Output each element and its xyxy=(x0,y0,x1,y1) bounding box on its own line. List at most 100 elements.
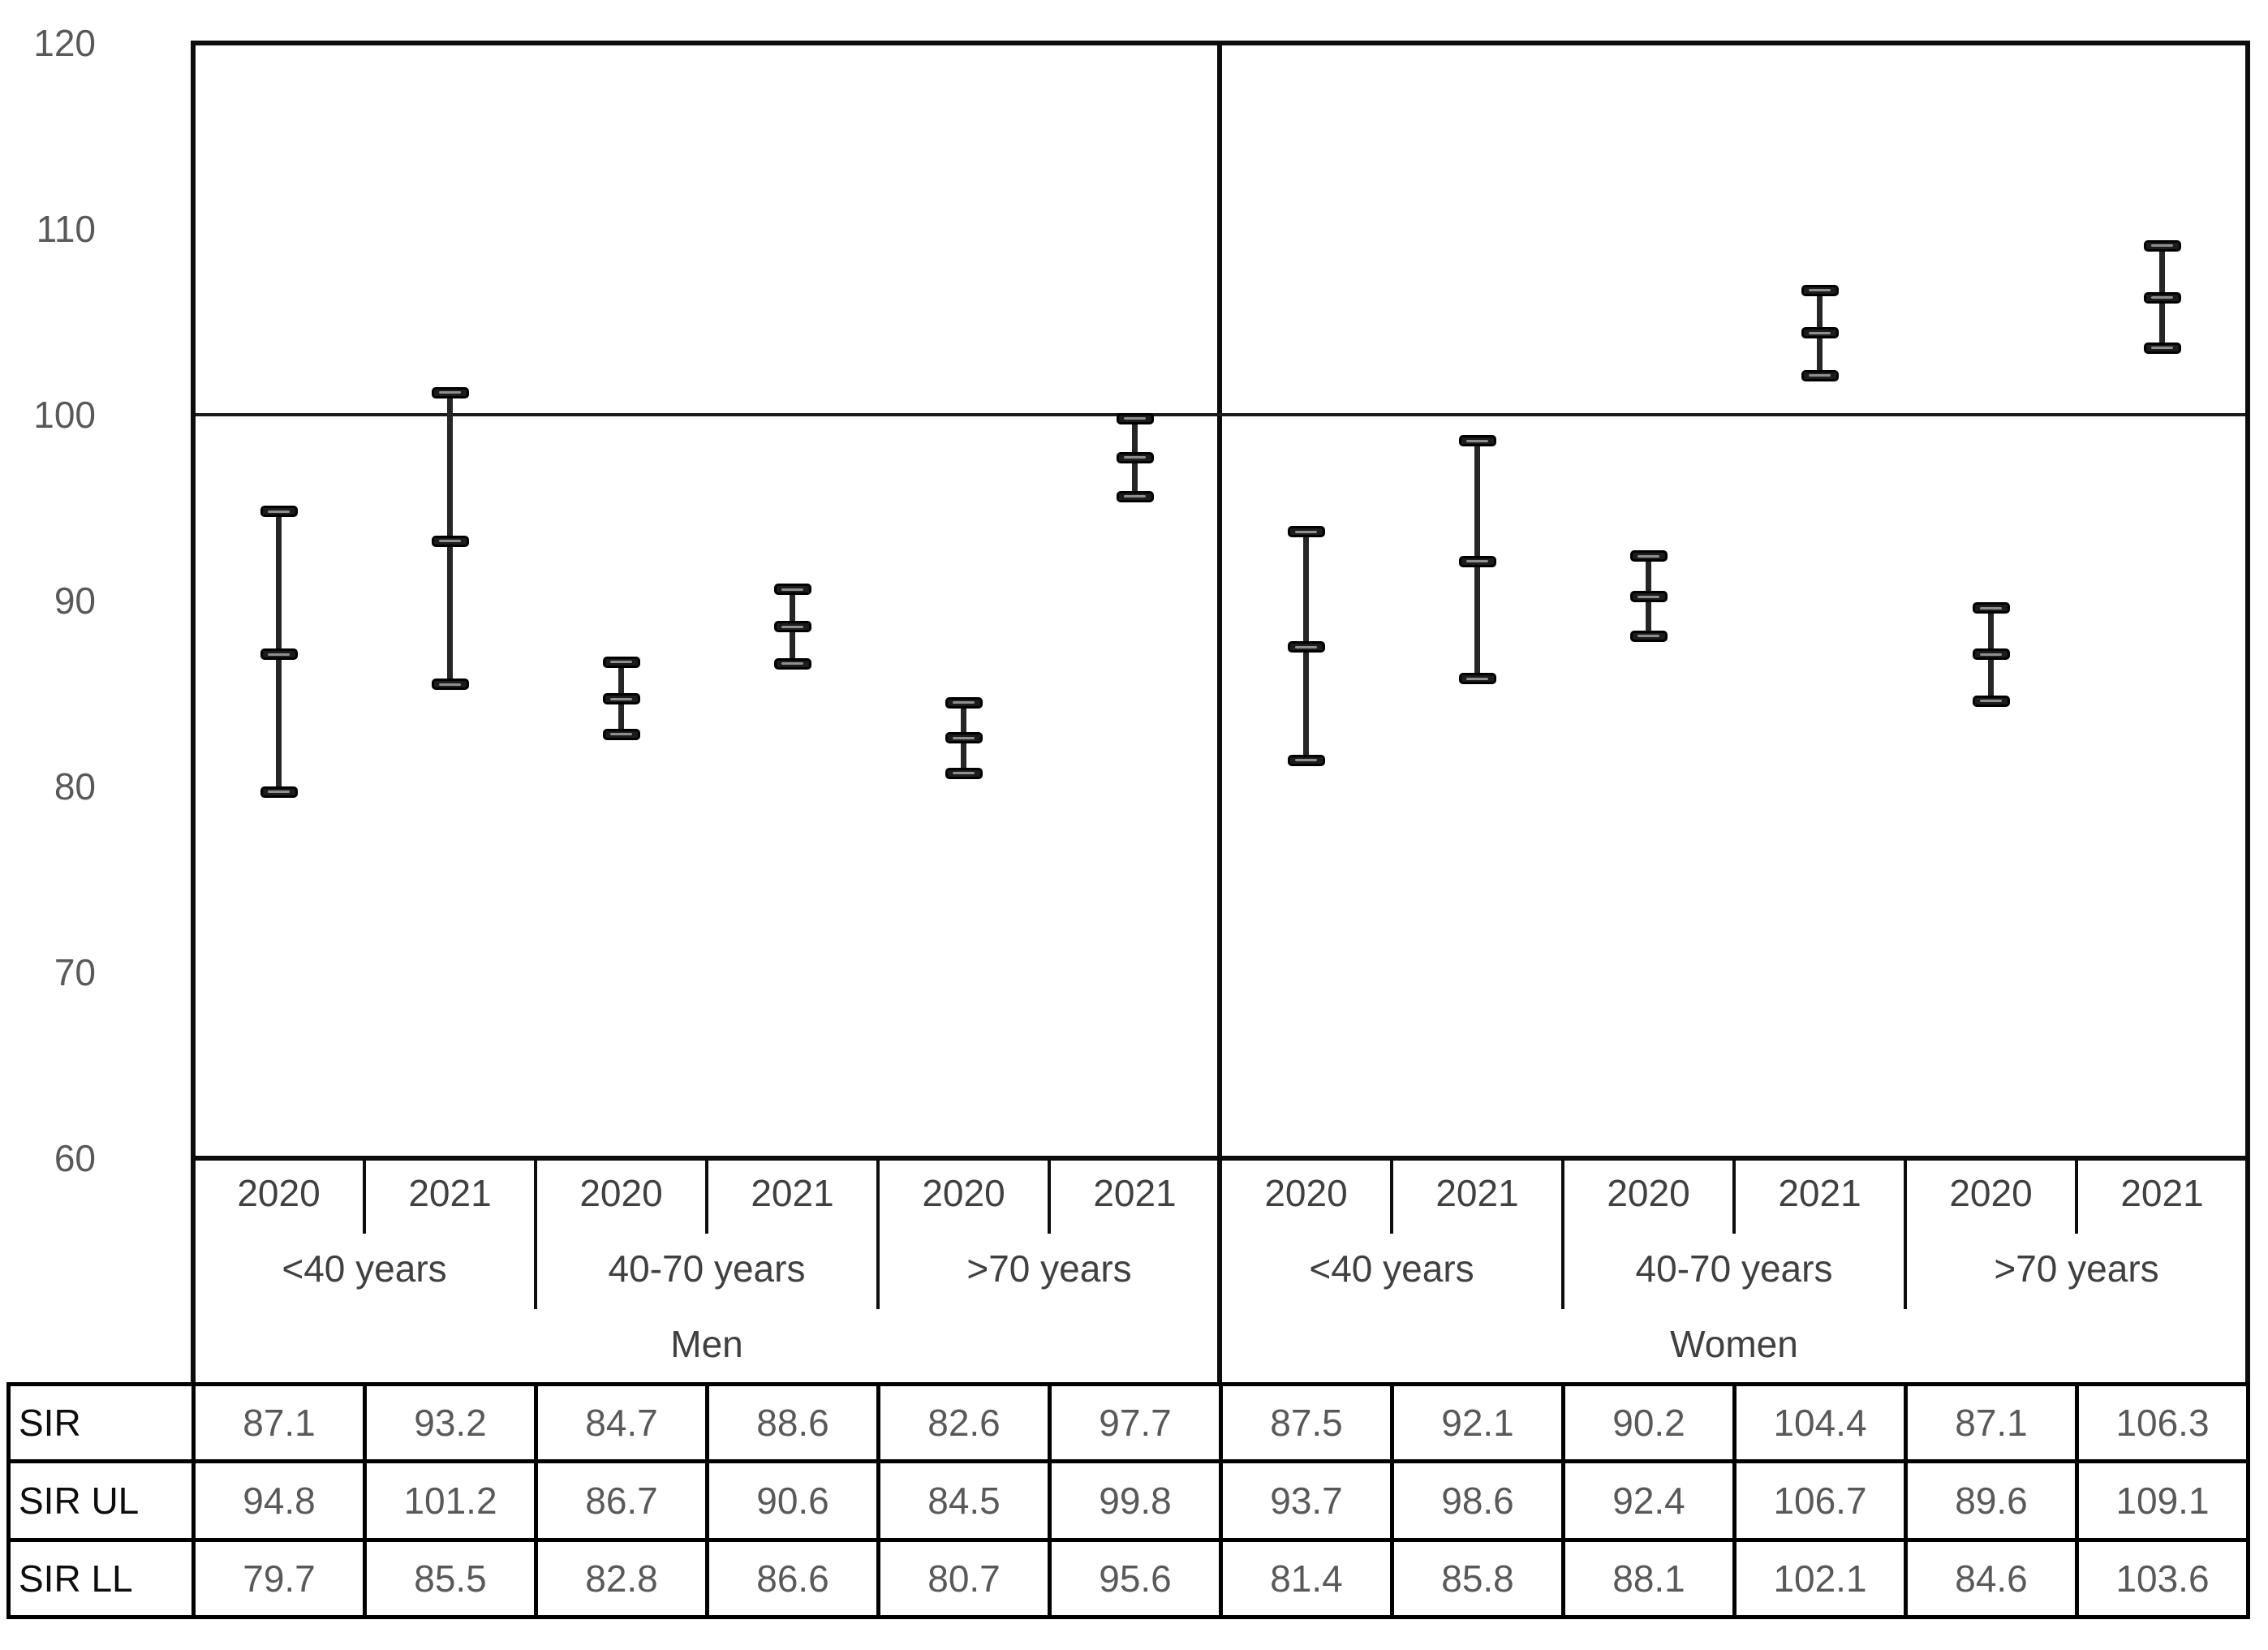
error-bar-cap-stripe xyxy=(2150,296,2174,299)
error-bar-cap-sir xyxy=(773,621,811,633)
error-bar-cap-stripe xyxy=(1808,331,1831,334)
x-axis-year-label: 2020 xyxy=(579,1172,663,1214)
table-value-cell: 94.8 xyxy=(192,1459,367,1542)
error-bar-cap-stripe xyxy=(781,625,804,628)
x-axis-year-label: 2020 xyxy=(237,1172,321,1214)
error-bar-cap-lower xyxy=(1972,695,2010,707)
y-axis-tick-label: 110 xyxy=(36,208,96,250)
year-divider-line xyxy=(705,1158,708,1234)
error-bar-cap-sir xyxy=(1116,451,1154,463)
error-bar-cap-lower xyxy=(602,728,640,740)
error-bar-cap-upper xyxy=(602,656,640,668)
error-bar-cap-stripe xyxy=(781,662,804,666)
table-value-cell: 84.6 xyxy=(1904,1538,2079,1619)
x-axis-year-label: 2020 xyxy=(1264,1172,1348,1214)
table-value-cell: 92.1 xyxy=(1390,1382,1565,1463)
y-axis-tick-label: 60 xyxy=(54,1137,96,1179)
error-bar-cap-stripe xyxy=(1637,635,1660,637)
x-axis-gender-label: Women xyxy=(1670,1322,1798,1365)
table-value-cell: 81.4 xyxy=(1219,1538,1394,1619)
table-row-label: SIR UL xyxy=(6,1459,196,1542)
y-axis-tick-label: 80 xyxy=(54,765,96,808)
error-bar-cap-sir xyxy=(1458,555,1496,567)
error-bar-cap-sir xyxy=(1629,591,1668,603)
x-axis-age-group-label: 40-70 years xyxy=(1635,1247,1833,1290)
x-axis-year-label: 2021 xyxy=(1093,1172,1177,1214)
error-bar-cap-stripe xyxy=(1465,439,1489,442)
age-group-divider-line xyxy=(876,1158,880,1309)
y-axis-tick-label: 120 xyxy=(33,22,96,64)
error-bar-cap-stripe xyxy=(1294,645,1318,648)
error-bar-cap-stripe xyxy=(1808,374,1831,377)
reference-line-100 xyxy=(196,413,2245,416)
table-value-cell: 89.6 xyxy=(1904,1459,2079,1542)
year-divider-line xyxy=(2075,1158,2078,1234)
table-value-cell: 95.6 xyxy=(1048,1538,1223,1619)
error-bar-cap-stripe xyxy=(609,661,633,664)
table-value-cell: 82.6 xyxy=(876,1382,1052,1463)
error-bar-cap-upper xyxy=(1287,526,1325,538)
error-bar-cap-lower xyxy=(260,786,298,798)
year-divider-line xyxy=(363,1158,366,1234)
table-value-cell: 106.7 xyxy=(1732,1459,1908,1542)
gender-divider-line xyxy=(1217,41,1222,1386)
table-value-cell: 84.7 xyxy=(534,1382,709,1463)
error-bar-cap-stripe xyxy=(1637,595,1660,598)
x-axis-age-group-label: >70 years xyxy=(1994,1247,2159,1290)
error-bar-cap-sir xyxy=(945,732,983,744)
year-divider-line xyxy=(1390,1158,1393,1234)
table-value-cell: 84.5 xyxy=(876,1459,1052,1542)
error-bar-cap-stripe xyxy=(1465,677,1489,680)
error-bar-cap-stripe xyxy=(267,510,290,513)
year-divider-line xyxy=(1732,1158,1736,1234)
error-bar-cap-lower xyxy=(1287,754,1325,766)
error-bar-cap-lower xyxy=(431,679,469,691)
y-axis-tick-label: 70 xyxy=(54,951,96,993)
table-value-cell: 79.7 xyxy=(192,1538,367,1619)
table-value-cell: 87.5 xyxy=(1219,1382,1394,1463)
x-axis-year-label: 2020 xyxy=(922,1172,1005,1214)
table-value-cell: 92.4 xyxy=(1561,1459,1737,1542)
table-value-cell: 93.2 xyxy=(363,1382,538,1463)
table-value-cell: 80.7 xyxy=(876,1538,1052,1619)
error-bar-cap-stripe xyxy=(1808,289,1831,292)
x-axis-age-group-label: <40 years xyxy=(1309,1247,1474,1290)
error-bar-cap-stripe xyxy=(438,391,462,394)
x-axis-year-label: 2020 xyxy=(1949,1172,2033,1214)
error-bar-cap-sir xyxy=(602,693,640,705)
table-value-cell: 87.1 xyxy=(1904,1382,2079,1463)
error-bar-cap-upper xyxy=(945,696,983,709)
table-value-cell: 104.4 xyxy=(1732,1382,1908,1463)
error-bar-cap-upper xyxy=(1629,550,1668,562)
error-bar-cap-stripe xyxy=(1979,700,2003,703)
data-table: SIR 87.1 93.2 84.7 88.6 82.6 97.7 87.5 92.1 90.2 1… xyxy=(6,1382,2250,1619)
error-bar-cap-upper xyxy=(773,584,811,596)
x-axis-gender-label: Men xyxy=(670,1322,743,1365)
age-group-divider-line xyxy=(1561,1158,1564,1309)
error-bar-cap-stripe xyxy=(1294,530,1318,533)
plot-right-border xyxy=(2245,41,2250,1386)
error-bar-cap-upper xyxy=(2143,239,2181,252)
error-bar-cap-lower xyxy=(1116,490,1154,502)
error-bar-cap-stripe xyxy=(952,736,975,739)
table-value-cell: 90.6 xyxy=(705,1459,880,1542)
x-axis-year-label: 2021 xyxy=(1435,1172,1519,1214)
table-value-cell: 93.7 xyxy=(1219,1459,1394,1542)
plot-left-border xyxy=(191,41,196,1386)
error-bar-cap-stripe xyxy=(952,772,975,775)
x-axis-year-label: 2020 xyxy=(1607,1172,1690,1214)
y-axis-tick-label: 90 xyxy=(54,579,96,622)
error-bar-cap-upper xyxy=(1801,284,1839,296)
error-bar-cap-sir xyxy=(431,535,469,547)
error-bar-cap-stripe xyxy=(1979,606,2003,610)
table-value-cell: 88.6 xyxy=(705,1382,880,1463)
error-bar-cap-stripe xyxy=(1979,653,2003,656)
x-axis-age-group-label: >70 years xyxy=(966,1247,1132,1290)
y-axis-tick-label: 100 xyxy=(33,394,96,436)
table-value-cell: 85.8 xyxy=(1390,1538,1565,1619)
error-bar-cap-stripe xyxy=(438,540,462,543)
error-bar-cap-stripe xyxy=(1294,759,1318,762)
table-value-cell: 90.2 xyxy=(1561,1382,1737,1463)
error-bar-cap-stripe xyxy=(952,701,975,704)
table-row: SIR 87.1 93.2 84.7 88.6 82.6 97.7 87.5 92.1 90.2 1… xyxy=(6,1382,2250,1463)
